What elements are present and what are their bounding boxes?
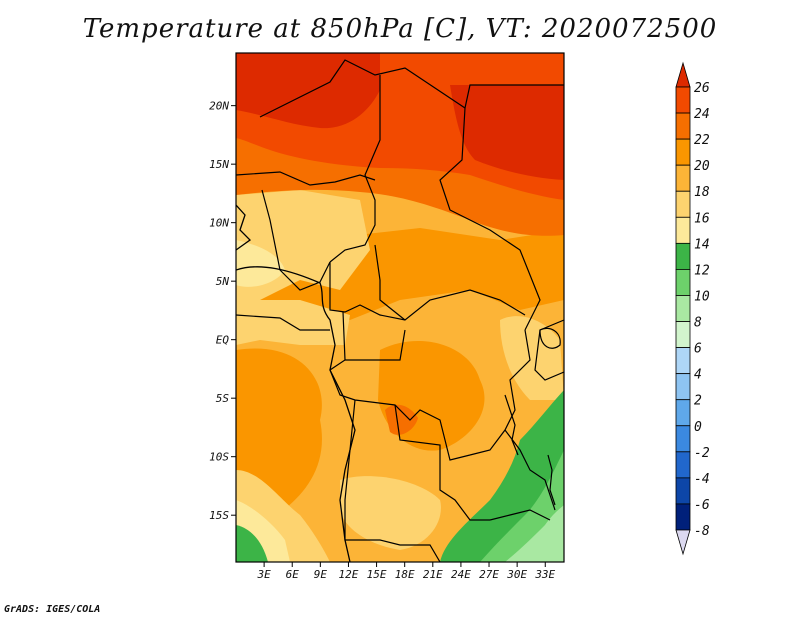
lat-tick-label: 10S [209, 451, 229, 464]
field-20-south [236, 348, 322, 520]
colorbar-swatch [675, 425, 691, 453]
credit-text: GrADS: IGES/COLA [4, 604, 101, 615]
colorbar-label: 8 [694, 316, 702, 331]
colorbar-label: -8 [694, 524, 710, 539]
field-26-north [236, 53, 380, 129]
lon-tick-label: 33E [534, 568, 555, 581]
colorbar-swatch [675, 164, 691, 192]
colorbar-swatch [675, 295, 691, 322]
colorbar-label: 18 [694, 185, 710, 200]
colorbar-swatch [675, 477, 691, 505]
colorbar-label: 10 [694, 289, 710, 304]
colorbar-top-arrow [675, 61, 691, 88]
colorbar-label: 24 [694, 107, 710, 122]
colorbar-label: -4 [694, 472, 710, 487]
colorbar-label: -2 [694, 446, 710, 461]
colorbar-swatch [675, 347, 691, 375]
country-borders [236, 59, 564, 562]
colorbar-swatch [675, 321, 691, 348]
colorbar-swatch [675, 451, 691, 479]
lat-tick-label: 15S [209, 509, 229, 522]
lat-tick-label: 15N [209, 158, 229, 171]
lake-malawi [547, 454, 556, 506]
lon-tick-label: 24E [451, 568, 471, 581]
lon-tick-label: 3E [256, 568, 271, 581]
colorbar-swatch [675, 373, 691, 401]
colorbar-swatch [675, 112, 691, 140]
plot-title: Temperature at 850hPa [C], VT: 202007250… [82, 14, 718, 44]
colorbar-label: -6 [694, 498, 710, 513]
colorbar-swatch [675, 503, 691, 531]
colorbar-swatch [675, 242, 691, 270]
colorbar-label: 2 [694, 394, 702, 409]
field-16-southcentral [340, 476, 441, 550]
colorbar-swatch [675, 190, 691, 218]
field-12-southwest [236, 525, 268, 562]
lon-tick-label: 21E [423, 568, 443, 581]
longitude-axis: 3E 6E 9E 12E 15E 18E 21E 24E 27E 30E 33E [256, 562, 556, 581]
colorbar-label: 6 [694, 342, 702, 357]
lat-tick-label: EQ [216, 334, 230, 347]
colorbar-label: 26 [694, 81, 710, 96]
field-8-southeast [505, 505, 564, 562]
colorbar-swatch [675, 216, 691, 244]
colorbar-label: 20 [694, 159, 710, 174]
lake-victoria [539, 327, 561, 349]
field-14-patch [236, 240, 285, 287]
colorbar-swatch [675, 138, 691, 166]
colorbar-label: 22 [694, 133, 710, 148]
lon-tick-label: 18E [395, 568, 415, 581]
lon-tick-label: 12E [339, 568, 359, 581]
lat-tick-label: 20N [209, 100, 229, 113]
colorbar-swatch [675, 86, 691, 114]
lon-tick-label: 15E [367, 568, 387, 581]
lat-tick-label: 5S [216, 392, 230, 405]
lake-tanganyika [504, 394, 519, 456]
latitude-axis: 20N 15N 10N 5N EQ 5S 10S 15S [209, 100, 236, 522]
lat-tick-label: 5N [216, 275, 230, 288]
colorbar-label: 12 [694, 263, 710, 278]
colorbar-swatch [675, 399, 691, 427]
colorbar-label: 16 [694, 211, 710, 226]
colorbar-bottom-arrow [675, 529, 691, 556]
colorbar-label: 14 [694, 237, 710, 252]
lon-tick-label: 27E [479, 568, 499, 581]
field-22-spot [385, 404, 418, 435]
colorbar-label: 4 [694, 368, 702, 383]
lon-tick-label: 30E [506, 568, 527, 581]
lon-tick-label: 6E [286, 568, 300, 581]
map-frame [235, 52, 565, 563]
lon-tick-label: 9E [314, 568, 328, 581]
coastline [236, 204, 356, 562]
colorbar-label: 0 [694, 420, 702, 435]
field-16-gabon [236, 300, 350, 345]
temperature-field [236, 53, 564, 562]
colorbar-swatch [675, 269, 691, 296]
lat-tick-label: 10N [209, 217, 229, 230]
field-26-east [450, 85, 564, 180]
